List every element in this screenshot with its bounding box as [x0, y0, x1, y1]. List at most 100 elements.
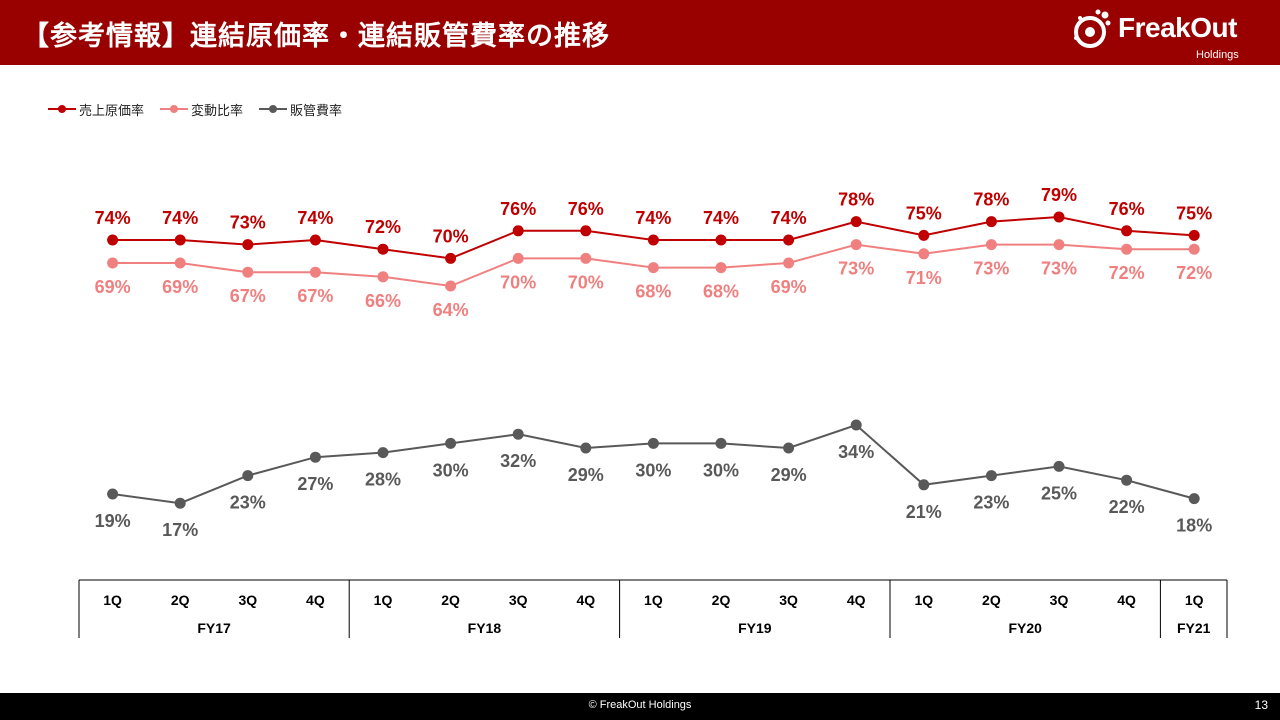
data-point — [512, 428, 524, 440]
data-point — [715, 262, 727, 274]
logo-mark-icon — [1074, 9, 1111, 48]
data-point — [783, 257, 795, 269]
data-label: 67% — [297, 286, 333, 306]
data-label: 25% — [1041, 483, 1077, 503]
data-label: 69% — [162, 277, 198, 297]
data-point — [174, 234, 186, 246]
group-tick-label: FY19 — [738, 620, 772, 636]
data-point — [1053, 460, 1065, 472]
data-label: 71% — [906, 268, 942, 288]
data-label: 79% — [1041, 185, 1077, 205]
data-point — [174, 497, 186, 509]
data-label: 73% — [1041, 259, 1077, 279]
data-label: 32% — [500, 451, 536, 471]
data-label: 78% — [838, 190, 874, 210]
data-point — [918, 229, 930, 241]
data-label: 76% — [1109, 199, 1145, 219]
data-point — [647, 234, 659, 246]
data-label: 74% — [771, 208, 807, 228]
legend-item-variable: 変動比率 — [160, 100, 243, 119]
category-tick-label: 1Q — [374, 592, 393, 608]
footer-bar: © FreakOut Holdings 13 — [0, 693, 1280, 720]
category-tick-label: 2Q — [441, 592, 460, 608]
data-point — [377, 243, 389, 255]
data-point — [242, 470, 254, 482]
logo-subtitle: Holdings — [1196, 49, 1239, 61]
data-label: 19% — [95, 511, 131, 531]
data-point — [1188, 229, 1200, 241]
data-point — [783, 442, 795, 454]
legend-item-sga: 販管費率 — [259, 100, 342, 119]
data-point — [580, 442, 592, 454]
data-point — [783, 234, 795, 246]
data-point — [445, 252, 457, 264]
data-point — [1121, 474, 1133, 486]
data-label: 73% — [230, 213, 266, 233]
category-tick-label: 4Q — [847, 592, 866, 608]
category-tick-label: 1Q — [103, 592, 122, 608]
data-label: 74% — [297, 208, 333, 228]
legend-label: 変動比率 — [191, 103, 244, 119]
legend-marker-icon — [259, 105, 288, 113]
data-label: 78% — [973, 190, 1009, 210]
data-label: 28% — [365, 470, 401, 490]
data-point — [850, 216, 862, 228]
data-point — [715, 437, 727, 449]
chart-legend: 売上原価率 変動比率 販管費率 — [48, 100, 358, 119]
data-label: 73% — [973, 259, 1009, 279]
group-tick-label: FY18 — [468, 620, 502, 636]
category-tick-label: 1Q — [644, 592, 663, 608]
data-point — [512, 225, 524, 237]
data-label: 74% — [95, 208, 131, 228]
data-point — [715, 234, 727, 246]
logo-text: FreakOut — [1118, 12, 1237, 43]
category-tick-label: 3Q — [1050, 592, 1069, 608]
data-point — [309, 266, 321, 278]
data-label: 68% — [703, 282, 739, 302]
data-label: 75% — [906, 203, 942, 223]
data-point — [377, 271, 389, 283]
data-point — [985, 470, 997, 482]
page-title: 【参考情報】連結原価率・連結販管費率の推移 — [22, 21, 610, 52]
data-point — [309, 451, 321, 463]
line-chart: 74% 74% 73% 74% 72% 70% 76% 76% 74% 74% 74% 78% 75% 7… — [78, 185, 1228, 638]
data-label: 72% — [1109, 263, 1145, 283]
data-label: 69% — [95, 277, 131, 297]
group-tick-label: FY21 — [1177, 620, 1211, 636]
company-logo: FreakOut Holdings — [1072, 6, 1272, 62]
data-label: 30% — [703, 460, 739, 480]
legend-marker-icon — [48, 105, 76, 113]
data-point — [985, 239, 997, 251]
page-number: 13 — [1254, 698, 1268, 712]
data-point — [174, 257, 186, 269]
data-label: 64% — [433, 300, 469, 320]
data-point — [1053, 211, 1065, 223]
data-point — [445, 280, 457, 292]
data-point — [1053, 239, 1065, 251]
category-tick-label: 3Q — [509, 592, 528, 608]
data-label: 23% — [973, 493, 1009, 513]
category-tick-label: 4Q — [576, 592, 595, 608]
data-label: 74% — [703, 208, 739, 228]
data-point — [1121, 243, 1133, 255]
data-label: 69% — [771, 277, 807, 297]
data-point — [850, 239, 862, 251]
category-tick-label: 1Q — [1185, 592, 1204, 608]
data-point — [580, 252, 592, 264]
category-tick-label: 3Q — [779, 592, 798, 608]
data-label: 29% — [771, 465, 807, 485]
data-label: 67% — [230, 286, 266, 306]
data-label: 72% — [365, 217, 401, 237]
data-label: 74% — [635, 208, 671, 228]
data-point — [1188, 243, 1200, 255]
group-tick-label: FY17 — [197, 620, 231, 636]
data-label: 29% — [568, 465, 604, 485]
data-point — [309, 234, 321, 246]
data-label: 34% — [838, 442, 874, 462]
data-point — [1188, 493, 1200, 505]
data-label: 72% — [1176, 263, 1212, 283]
category-tick-label: 2Q — [171, 592, 190, 608]
data-label: 70% — [500, 272, 536, 292]
data-label: 70% — [568, 272, 604, 292]
data-point — [850, 419, 862, 431]
